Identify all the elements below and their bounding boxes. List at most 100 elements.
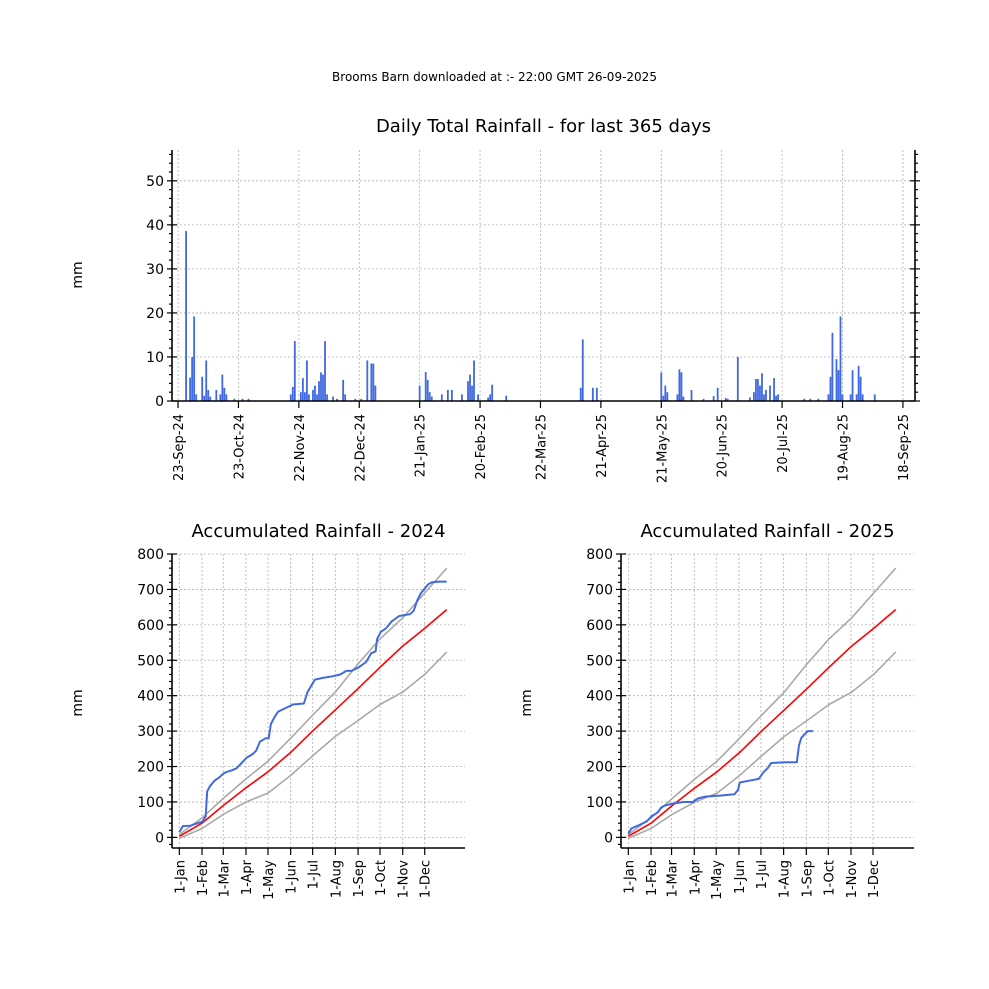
rainfall-bar xyxy=(366,360,369,401)
rainfall-bar xyxy=(829,376,832,401)
rainfall-bar xyxy=(505,395,508,401)
rainfall-bar xyxy=(314,385,316,401)
rainfall-bar xyxy=(320,372,322,401)
rainfall-bar xyxy=(207,389,210,401)
x-tick-label: 1-Feb xyxy=(645,860,660,896)
y-tick-label: 400 xyxy=(586,689,613,705)
rainfall-bar xyxy=(326,394,328,401)
rainfall-bar xyxy=(680,372,683,401)
y-tick-label: 700 xyxy=(586,582,613,598)
x-tick-label: 1-Mar xyxy=(217,859,232,897)
rainfall-bar xyxy=(312,389,314,401)
rainfall-bar xyxy=(219,394,222,401)
series-line-1 xyxy=(178,608,448,837)
rainfall-bar xyxy=(748,397,751,401)
rainfall-bar xyxy=(303,392,306,401)
series-line-1 xyxy=(627,608,897,837)
rainfall-bar xyxy=(430,396,433,401)
x-tick-label: 1-Aug xyxy=(778,860,793,898)
rainfall-bar xyxy=(855,394,858,401)
x-tick-label: 21-May-25 xyxy=(655,414,670,483)
x-tick-label: 20-Jul-25 xyxy=(776,414,791,473)
rainfall-bar xyxy=(777,394,779,401)
y-tick-label: 500 xyxy=(586,653,613,669)
rainfall-bar xyxy=(761,373,763,401)
x-tick-label: 1-Sep xyxy=(352,860,367,897)
x-tick-label: 1-Jan xyxy=(173,860,188,894)
series-line-2 xyxy=(627,651,897,840)
x-tick-label: 21-Jan-25 xyxy=(414,414,429,477)
rainfall-bar xyxy=(344,394,347,401)
y-axis-label: mm xyxy=(70,261,86,288)
rainfall-bar xyxy=(831,332,834,401)
rainfall-bar xyxy=(837,370,840,401)
rainfall-bar xyxy=(724,397,727,401)
rainfall-bar xyxy=(185,231,188,401)
rainfall-bar xyxy=(215,389,218,401)
rainfall-bar xyxy=(773,378,775,401)
rainfall-bar xyxy=(690,389,693,401)
y-tick-label: 0 xyxy=(155,394,164,410)
x-tick-label: 18-Sep-25 xyxy=(897,414,912,481)
rainfall-bar xyxy=(682,396,685,401)
x-tick-label: 1-Mar xyxy=(666,859,681,897)
rainfall-bar xyxy=(666,392,669,401)
rainfall-bar xyxy=(209,396,212,401)
rainfall-bar xyxy=(418,385,421,401)
x-tick-label: 21-Apr-25 xyxy=(595,414,610,478)
x-tick-label: 1-Apr xyxy=(240,859,255,895)
rainfall-bar xyxy=(221,374,224,401)
page-header: Brooms Barn downloaded at :- 22:00 GMT 2… xyxy=(332,70,657,84)
x-tick-label: 1-Oct xyxy=(822,860,837,896)
x-tick-label: 1-Oct xyxy=(374,860,389,896)
accumulated-2025-chart: Accumulated Rainfall - 2025 mm 0 100 200 300 4… xyxy=(519,521,914,900)
y-tick-label: 500 xyxy=(137,653,164,669)
x-tick-label: 22-Mar-25 xyxy=(534,414,549,480)
series-line-3 xyxy=(178,580,447,833)
chart-title: Accumulated Rainfall - 2024 xyxy=(191,521,445,542)
y-tick-label: 200 xyxy=(586,760,613,776)
rainfall-bar xyxy=(360,398,363,401)
y-tick-label: 800 xyxy=(586,547,613,563)
x-tick-label: 22-Nov-24 xyxy=(293,414,308,482)
rainfall-bar xyxy=(839,316,842,401)
rainfall-bar xyxy=(299,392,302,401)
series-line-2 xyxy=(178,651,448,840)
rainfall-bar xyxy=(662,395,665,401)
rainfall-bar xyxy=(316,394,318,401)
rainfall-bar xyxy=(318,381,320,401)
rainfall-bar xyxy=(676,394,679,401)
rainfall-bar xyxy=(440,394,443,401)
rainfall-bar xyxy=(424,371,427,401)
rainfall-bar xyxy=(873,394,876,401)
rainfall-bar xyxy=(354,398,357,401)
rainfall-bar xyxy=(753,392,755,401)
x-tick-label: 1-Dec xyxy=(419,860,434,898)
rainfall-bar xyxy=(716,387,719,401)
y-tick-label: 600 xyxy=(137,618,164,634)
rainfall-bar xyxy=(195,394,198,401)
x-tick-label: 1-Nov xyxy=(845,860,860,899)
x-tick-label: 23-Sep-24 xyxy=(172,414,187,481)
rainfall-bar xyxy=(469,374,471,401)
x-tick-label: 20-Feb-25 xyxy=(474,414,489,479)
rainfall-bar xyxy=(247,398,250,401)
rainfall-bar xyxy=(225,394,228,401)
rainfall-bar xyxy=(581,339,584,401)
y-tick-label: 300 xyxy=(137,724,164,740)
x-tick-label: 1-Dec xyxy=(867,860,882,898)
rainfall-bar xyxy=(428,392,431,401)
rainfall-bar xyxy=(203,395,206,401)
y-axis-label: mm xyxy=(519,689,535,716)
x-tick-label: 19-Aug-25 xyxy=(837,414,852,482)
rainfall-bar xyxy=(291,386,294,401)
rainfall-bar xyxy=(849,394,852,401)
x-tick-label: 1-Jul xyxy=(307,860,322,889)
x-tick-label: 1-Jun xyxy=(285,860,300,894)
rainfall-bar xyxy=(827,394,830,401)
rainfall-bar xyxy=(306,360,308,401)
rainfall-bar xyxy=(342,379,345,401)
chart-title: Accumulated Rainfall - 2025 xyxy=(640,521,894,542)
x-tick-label: 1-Aug xyxy=(329,860,344,898)
rainfall-bar xyxy=(579,387,582,401)
